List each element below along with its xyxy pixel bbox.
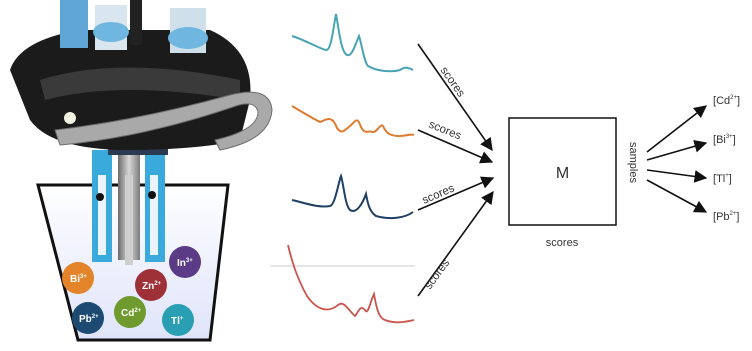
matrix-bottom-label: scores: [546, 237, 579, 249]
voltammogram-curve-teal: [291, 13, 414, 73]
ion-charge: 2+: [154, 281, 161, 287]
ion-base: Bi: [70, 274, 80, 285]
ion-charge: 3+: [186, 258, 193, 264]
ion-base: Pb: [79, 314, 92, 325]
arrow-output-pb: [646, 179, 708, 213]
output-label-cd: [Cd2+]: [713, 95, 740, 107]
ion-sphere-pb: Pb2+: [72, 302, 104, 334]
ion-base: Cd: [121, 308, 134, 319]
output-label-tl: [Tl+]: [713, 173, 732, 185]
svg-text:Cd2+: Cd2+: [121, 308, 142, 319]
arrow-curve2: [417, 129, 494, 164]
ion-sphere-tl: Tl+: [162, 304, 194, 336]
arrow-label-scores: scores: [423, 257, 453, 292]
svg-text:Tl+: Tl+: [171, 316, 184, 327]
ion-sphere-zn: Zn2+: [135, 269, 167, 301]
ion-spheres: Bi3+ Zn2+ In3+ Pb2+ Cd2+ Tl+: [62, 246, 201, 336]
arrow-label-scores: scores: [420, 182, 456, 206]
ion-charge: +: [180, 316, 184, 322]
arrow-curve4: [417, 190, 494, 297]
matrix-block: M scores samples: [508, 117, 639, 249]
svg-text:Pb2+: Pb2+: [79, 314, 99, 325]
output-concentrations: [Cd2+] [Bi3+] [Tl+] [Pb2+]: [713, 95, 740, 223]
arrow-curve3: [417, 176, 495, 211]
ion-base: In: [177, 258, 186, 269]
electrode-array-photo: Bi3+ Zn2+ In3+ Pb2+ Cd2+ Tl+: [10, 0, 273, 342]
ion-sphere-in: In3+: [169, 246, 201, 278]
tubing: [60, 0, 208, 53]
ion-charge: 3+: [80, 274, 87, 280]
svg-text:Bi3+: Bi3+: [70, 274, 87, 285]
voltammogram-curve-orange: [291, 105, 415, 138]
arrow-curve1: [417, 43, 493, 152]
ion-sphere-cd: Cd2+: [114, 296, 146, 328]
ion-sphere-bi: Bi3+: [62, 262, 94, 294]
voltammograms: [270, 13, 415, 324]
ion-base: Tl: [171, 316, 180, 327]
matrix-label: M: [556, 165, 569, 182]
ion-charge: 2+: [134, 308, 141, 314]
ion-charge: 2+: [92, 314, 99, 320]
svg-text:Zn2+: Zn2+: [142, 281, 162, 292]
voltammogram-curve-red: [287, 244, 415, 324]
voltammogram-curve-navy: [291, 172, 414, 220]
output-label-bi: [Bi3+]: [713, 134, 736, 146]
arrow-output-cd: [646, 105, 708, 153]
arrow-output-bi: [646, 140, 708, 161]
matrix-box: [508, 117, 617, 226]
output-label-pb: [Pb2+]: [713, 211, 739, 223]
ion-base: Zn: [142, 281, 154, 292]
score-arrows: scores scores scores scores: [417, 43, 495, 297]
electrode-cap: [10, 30, 273, 151]
output-arrows: [646, 105, 708, 213]
arrow-label-scores: scores: [427, 119, 463, 143]
matrix-side-label: samples: [627, 142, 639, 183]
svg-text:In3+: In3+: [177, 258, 193, 269]
arrow-output-tl: [646, 169, 708, 183]
